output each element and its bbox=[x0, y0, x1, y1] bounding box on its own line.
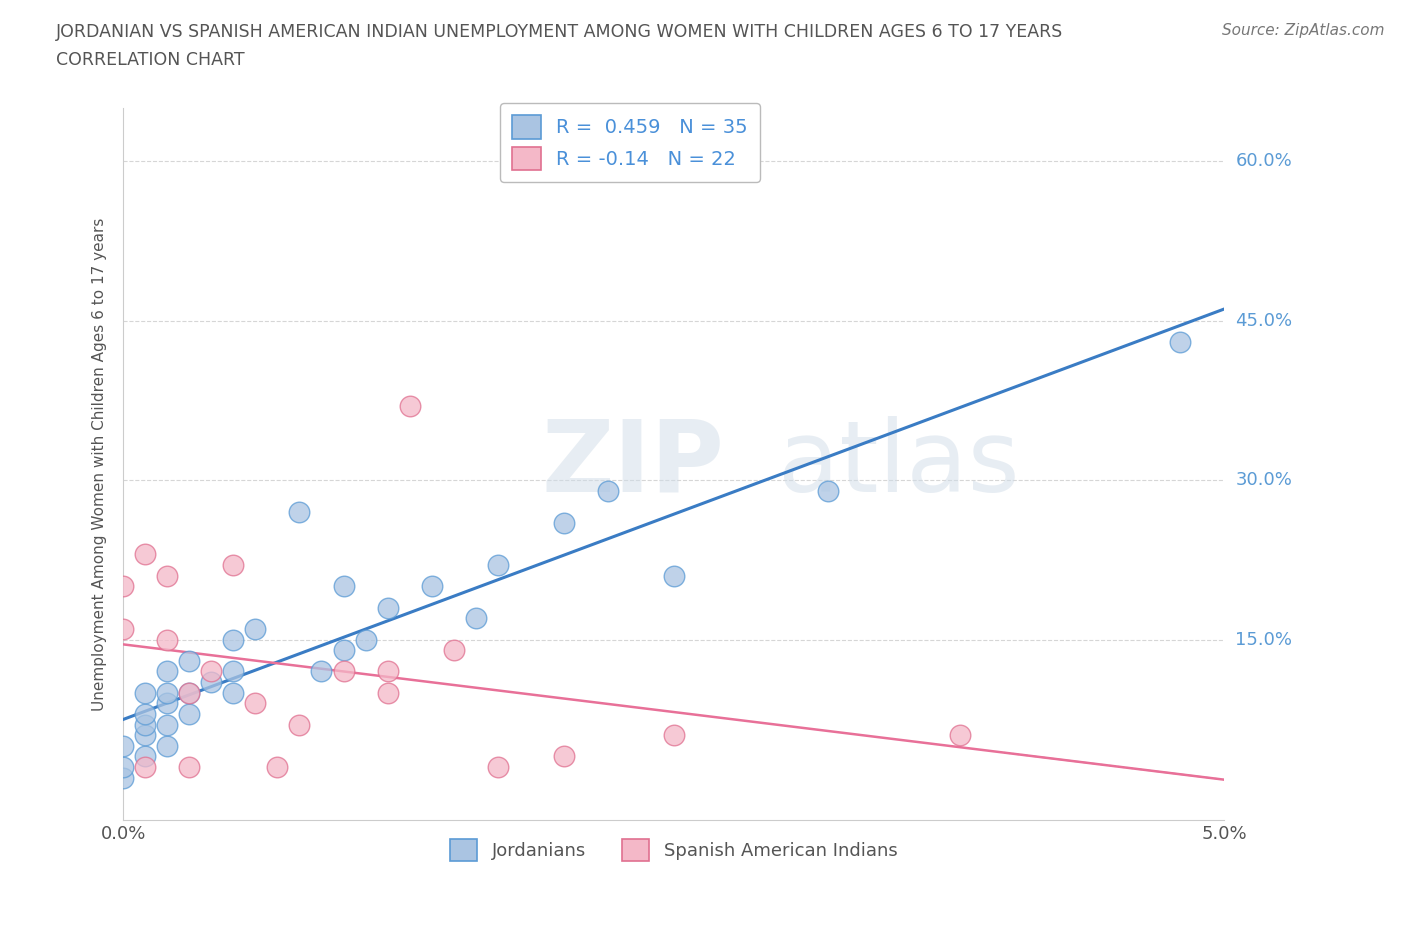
Point bbox=[179, 685, 201, 700]
Point bbox=[377, 600, 399, 615]
Text: CORRELATION CHART: CORRELATION CHART bbox=[56, 51, 245, 69]
Point bbox=[245, 621, 267, 636]
Text: 30.0%: 30.0% bbox=[1236, 472, 1292, 489]
Point bbox=[288, 717, 311, 732]
Point bbox=[156, 696, 179, 711]
Point bbox=[486, 760, 509, 775]
Y-axis label: Unemployment Among Women with Children Ages 6 to 17 years: Unemployment Among Women with Children A… bbox=[93, 218, 107, 711]
Legend: Jordanians, Spanish American Indians: Jordanians, Spanish American Indians bbox=[443, 831, 904, 869]
Point bbox=[134, 547, 156, 562]
Point bbox=[134, 707, 156, 722]
Point bbox=[553, 515, 575, 530]
Point bbox=[332, 579, 354, 594]
Point bbox=[156, 685, 179, 700]
Point bbox=[112, 770, 135, 785]
Point bbox=[817, 484, 839, 498]
Point bbox=[222, 632, 245, 647]
Point bbox=[200, 664, 222, 679]
Point bbox=[354, 632, 377, 647]
Point bbox=[332, 664, 354, 679]
Point bbox=[179, 685, 201, 700]
Point bbox=[245, 696, 267, 711]
Point bbox=[134, 760, 156, 775]
Point bbox=[134, 685, 156, 700]
Point bbox=[112, 760, 135, 775]
Point bbox=[156, 664, 179, 679]
Point bbox=[134, 749, 156, 764]
Point bbox=[949, 728, 972, 743]
Point bbox=[222, 558, 245, 573]
Point bbox=[443, 643, 465, 658]
Point bbox=[464, 611, 486, 626]
Point bbox=[596, 484, 619, 498]
Point bbox=[420, 579, 443, 594]
Point bbox=[112, 738, 135, 753]
Point bbox=[179, 707, 201, 722]
Point bbox=[179, 654, 201, 669]
Text: JORDANIAN VS SPANISH AMERICAN INDIAN UNEMPLOYMENT AMONG WOMEN WITH CHILDREN AGES: JORDANIAN VS SPANISH AMERICAN INDIAN UNE… bbox=[56, 23, 1063, 41]
Point bbox=[156, 568, 179, 583]
Point bbox=[134, 717, 156, 732]
Point bbox=[112, 621, 135, 636]
Point bbox=[156, 632, 179, 647]
Text: atlas: atlas bbox=[779, 416, 1019, 512]
Point bbox=[398, 398, 420, 413]
Point bbox=[553, 749, 575, 764]
Point bbox=[332, 643, 354, 658]
Text: 60.0%: 60.0% bbox=[1236, 153, 1292, 170]
Point bbox=[266, 760, 288, 775]
Point bbox=[222, 664, 245, 679]
Text: 15.0%: 15.0% bbox=[1236, 631, 1292, 648]
Point bbox=[288, 504, 311, 519]
Point bbox=[222, 685, 245, 700]
Point bbox=[486, 558, 509, 573]
Point bbox=[156, 738, 179, 753]
Point bbox=[311, 664, 333, 679]
Point bbox=[377, 685, 399, 700]
Point bbox=[377, 664, 399, 679]
Point bbox=[1168, 335, 1191, 350]
Point bbox=[156, 717, 179, 732]
Point bbox=[662, 728, 685, 743]
Point bbox=[112, 579, 135, 594]
Point bbox=[179, 760, 201, 775]
Text: Source: ZipAtlas.com: Source: ZipAtlas.com bbox=[1222, 23, 1385, 38]
Point bbox=[200, 674, 222, 689]
Text: ZIP: ZIP bbox=[541, 416, 724, 512]
Point bbox=[134, 728, 156, 743]
Text: 45.0%: 45.0% bbox=[1236, 312, 1292, 329]
Point bbox=[662, 568, 685, 583]
